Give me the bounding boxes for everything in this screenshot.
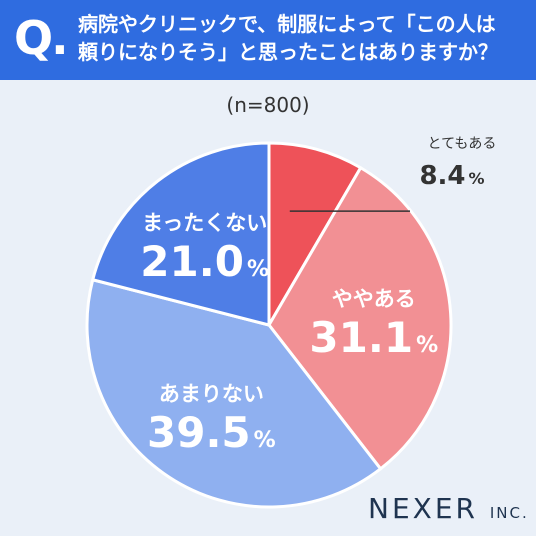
label-somewhat-yes: ややある <box>332 287 416 311</box>
sample-size: (n=800) <box>226 93 310 117</box>
question-text: 病院やクリニックで、制服によって「この人は 頼りになりそう」と思ったことはありま… <box>78 10 528 66</box>
pie-slice-very-yes <box>267 141 363 327</box>
logo-suffix: INC. <box>489 504 529 522</box>
label-not-really: あまりない <box>159 382 264 406</box>
label-not-at-all: まったくない <box>142 211 267 235</box>
value-not-really: 39.5% <box>147 408 276 457</box>
question-banner: Q. 病院やクリニックで、制服によって「この人は 頼りになりそう」と思ったことは… <box>0 0 536 80</box>
pie-slice-somewhat-yes <box>267 166 453 471</box>
value-not-at-all: 21.0% <box>140 237 269 286</box>
pie-slice-not-at-all <box>91 141 271 327</box>
question-line-1: 病院やクリニックで、制服によって「この人は <box>78 12 496 36</box>
logo-name: NEXER <box>368 492 478 525</box>
nexer-logo: NEXER INC. <box>368 492 529 525</box>
question-mark: Q. <box>14 11 69 65</box>
value-somewhat-yes: 31.1% <box>309 313 438 362</box>
value-very-yes: 8.4% <box>419 161 484 191</box>
question-line-2: 頼りになりそう」と思ったことはありますか？ <box>78 40 498 64</box>
pie-slice-not-really <box>85 278 383 509</box>
label-very-yes: とてもある <box>428 136 497 152</box>
